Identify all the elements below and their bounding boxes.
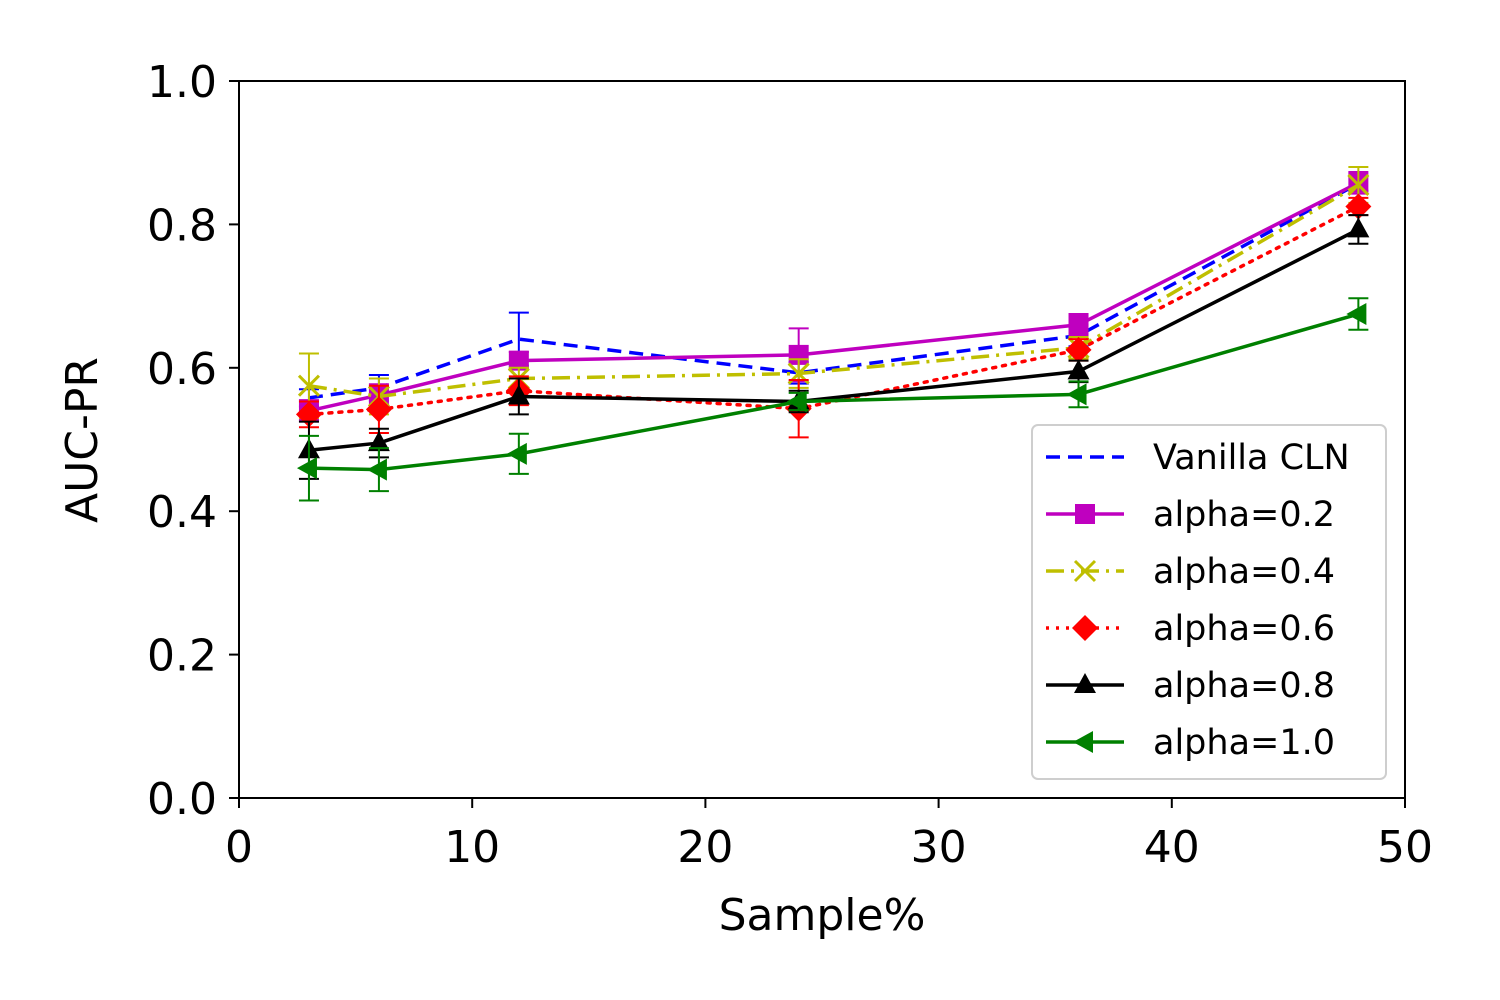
y-tick-label: 1.0 <box>147 57 217 108</box>
y-tick-label: 0.6 <box>147 344 217 395</box>
y-tick-label: 0.8 <box>147 200 217 251</box>
legend-label: alpha=0.2 <box>1153 495 1335 535</box>
legend-marker <box>1072 615 1098 641</box>
x-tick-label: 20 <box>677 822 733 873</box>
data-point <box>1347 173 1370 197</box>
plot-frame <box>238 80 1406 799</box>
series-line <box>308 227 1360 452</box>
legend-label: Vanilla CLN <box>1153 438 1350 478</box>
data-point <box>297 374 321 397</box>
x-tick-label: 0 <box>225 822 253 873</box>
y-tick-label: 0.0 <box>147 774 217 825</box>
data-point <box>296 457 317 480</box>
legend-marker <box>1075 504 1095 524</box>
x-tick-label: 40 <box>1144 822 1200 873</box>
data-point <box>1345 193 1372 220</box>
axis-ticks: 0 10 20 30 40 50 0.0 0.2 0.4 0.6 0.8 1.0 <box>147 57 1433 873</box>
legend-label: alpha=0.8 <box>1153 666 1335 706</box>
data-point <box>1068 314 1089 335</box>
data-point <box>508 350 529 371</box>
data-point <box>365 396 392 423</box>
series-2 <box>297 166 1370 419</box>
legend: Vanilla CLN alpha=0.2 alpha=0.4 alpha=0.6 al… <box>1031 424 1387 780</box>
x-tick-label: 30 <box>911 822 967 873</box>
data-point <box>1066 383 1087 406</box>
x-tick-label: 50 <box>1377 822 1433 873</box>
legend-marker <box>1073 731 1093 753</box>
data-point <box>367 431 390 452</box>
legend-label: alpha=1.0 <box>1153 723 1335 763</box>
legend-label: alpha=0.4 <box>1153 552 1335 592</box>
x-axis-title: Sample% <box>719 890 926 941</box>
series-1 <box>298 171 1369 423</box>
data-point <box>1346 303 1367 326</box>
legend-marker <box>1073 559 1097 583</box>
legend-label: alpha=0.6 <box>1153 609 1335 649</box>
legend-marker <box>1074 673 1096 693</box>
series-5 <box>296 297 1369 502</box>
data-point <box>1347 217 1370 238</box>
y-axis-title: AUC-PR <box>57 357 108 523</box>
data-point <box>366 458 387 481</box>
plot-series <box>295 166 1372 502</box>
x-tick-label: 10 <box>444 822 500 873</box>
y-tick-label: 0.2 <box>147 631 217 682</box>
data-point <box>786 390 807 413</box>
data-point <box>506 442 527 465</box>
series-line <box>308 181 1360 413</box>
y-tick-label: 0.4 <box>147 487 217 538</box>
series-line <box>308 183 1360 399</box>
data-point <box>1065 336 1092 363</box>
data-point <box>507 384 530 405</box>
series-line <box>308 312 1359 472</box>
data-point <box>1067 359 1090 380</box>
series-line <box>308 181 1360 400</box>
